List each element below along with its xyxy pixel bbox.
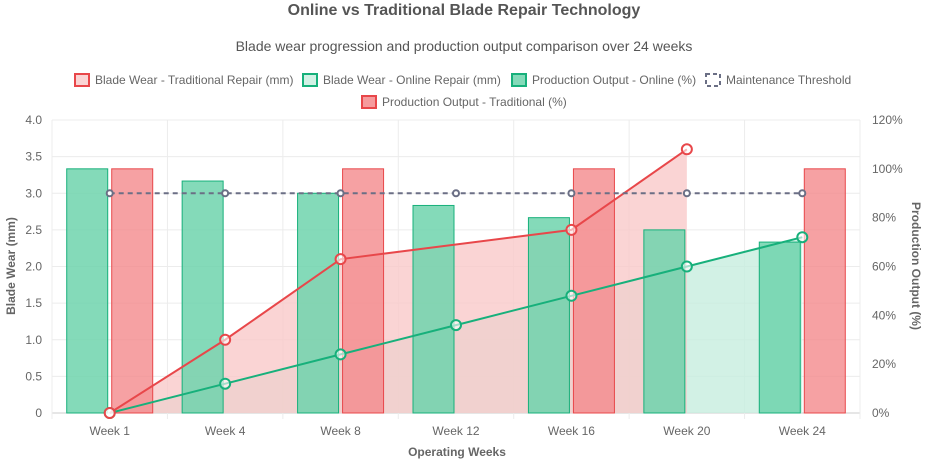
y-tick-label: 3.0 (25, 186, 42, 200)
y-tick-label: 2.5 (25, 223, 42, 237)
y2-tick-label: 40% (872, 308, 896, 322)
x-tick-label: Week 12 (432, 424, 479, 438)
y-tick-label: 2.0 (25, 260, 42, 274)
chart-title: Online vs Traditional Blade Repair Techn… (288, 2, 641, 19)
y-tick-label: 1.5 (25, 296, 42, 310)
traditional-wear-point (680, 143, 693, 156)
maintenance-threshold-point (452, 189, 460, 198)
maintenance-threshold-point (336, 189, 345, 198)
y-tick-label: 0 (35, 406, 42, 420)
legend-swatch (705, 73, 721, 87)
legend-label: Blade Wear - Online Repair (mm) (323, 73, 501, 87)
bars (66, 168, 846, 414)
legend: Blade Wear - Traditional Repair (mm) Blad… (74, 73, 851, 109)
legend-swatch (361, 95, 377, 109)
y-tick-label: 1.0 (25, 333, 42, 347)
legend-swatch (302, 73, 318, 87)
bar-online (66, 168, 109, 414)
maintenance-threshold-point (105, 189, 114, 198)
y2-tick-label: 100% (872, 162, 903, 176)
bar-online (643, 229, 686, 414)
traditional-wear-point (219, 333, 232, 346)
y-tick-label: 3.5 (25, 150, 42, 164)
y-tick-label: 0.5 (25, 369, 42, 383)
y2-tick-label: 0% (872, 406, 890, 420)
legend-item-online-wear: Blade Wear - Online Repair (mm) (302, 73, 501, 87)
traditional-wear-point (334, 253, 347, 266)
chart-subtitle: Blade wear progression and production ou… (236, 38, 693, 54)
x-tick-label: Week 16 (548, 424, 595, 438)
y2-axis-title: Production Output (%) (909, 202, 923, 330)
y-axis-title: Blade Wear (mm) (4, 217, 18, 315)
bar-online (758, 241, 801, 414)
x-tick-label: Week 24 (779, 424, 826, 438)
data-points (103, 143, 809, 419)
x-tick-label: Week 1 (89, 424, 130, 438)
y2-tick-label: 20% (872, 357, 896, 371)
y2-tick-label: 60% (872, 260, 896, 274)
legend-label: Maintenance Threshold (726, 73, 851, 87)
x-tick-label: Week 8 (320, 424, 361, 438)
maintenance-threshold-point (682, 189, 691, 198)
legend-label: Production Output - Traditional (%) (382, 95, 567, 109)
legend-item-traditional-wear: Blade Wear - Traditional Repair (mm) (74, 73, 294, 87)
online-wear-point (796, 231, 809, 244)
online-wear-point (565, 289, 578, 302)
y-tick-label: 4.0 (25, 113, 42, 127)
bar-online (412, 204, 455, 414)
legend-label: Production Output - Online (%) (532, 73, 696, 87)
online-wear-point (450, 319, 462, 332)
bar-online (181, 180, 224, 414)
maintenance-threshold-point (798, 189, 807, 198)
legend-label: Blade Wear - Traditional Repair (mm) (95, 73, 294, 87)
bar-online (297, 192, 340, 414)
maintenance-threshold-point (567, 189, 576, 198)
online-wear-point (219, 377, 232, 390)
x-tick-label: Week 4 (205, 424, 246, 438)
axes: 0 0.5 1.0 1.5 2.0 2.5 3.0 3.5 4.0 0% 20% 40% 60% 80% 1… (25, 113, 903, 438)
traditional-wear-point (565, 223, 578, 236)
legend-swatch (74, 73, 90, 87)
x-tick-label: Week 20 (663, 424, 710, 438)
traditional-wear-point (103, 407, 116, 419)
y2-tick-label: 80% (872, 211, 896, 225)
bar-traditional (342, 168, 385, 414)
online-wear-point (334, 348, 347, 361)
bar-traditional (111, 168, 154, 414)
x-axis-title: Operating Weeks (408, 445, 506, 459)
legend-item-online-output: Production Output - Online (%) (511, 73, 696, 87)
y2-tick-label: 120% (872, 113, 903, 127)
legend-item-traditional-output: Production Output - Traditional (%) (361, 95, 567, 109)
legend-swatch (511, 73, 527, 87)
bar-online (527, 217, 570, 414)
maintenance-threshold-point (221, 189, 230, 198)
online-wear-point (680, 260, 693, 273)
bar-traditional (803, 168, 846, 414)
legend-item-threshold: Maintenance Threshold (705, 73, 851, 87)
